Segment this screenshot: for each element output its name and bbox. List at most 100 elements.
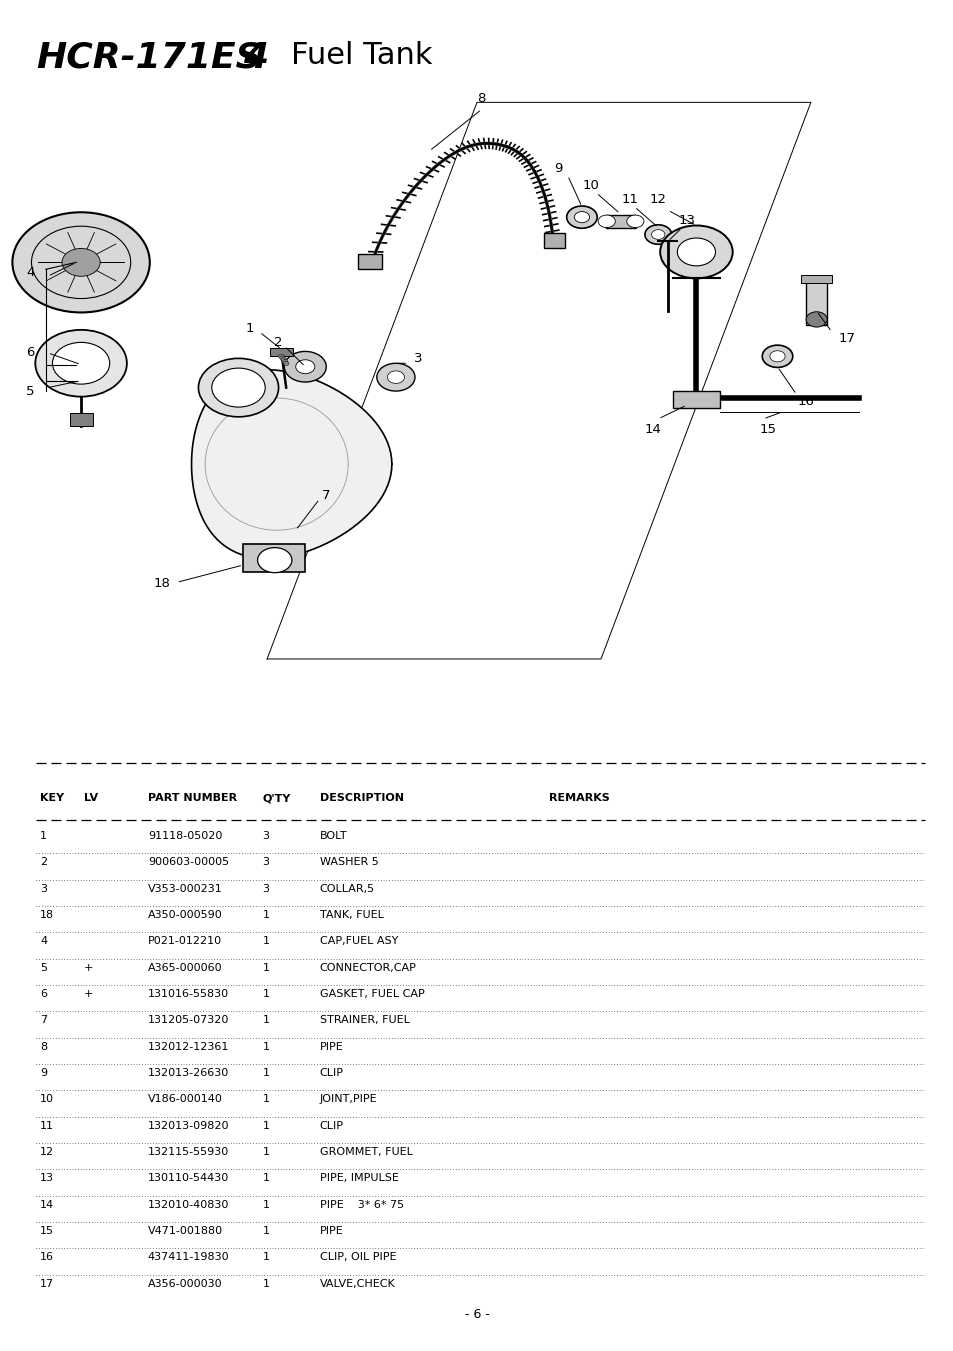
Text: 6: 6 bbox=[40, 989, 47, 998]
Text: WASHER 5: WASHER 5 bbox=[319, 858, 378, 867]
Bar bbox=[672, 390, 720, 408]
Circle shape bbox=[284, 351, 326, 382]
Text: 130110-54430: 130110-54430 bbox=[148, 1173, 229, 1183]
Text: 10: 10 bbox=[582, 180, 599, 192]
Text: 3: 3 bbox=[262, 884, 269, 893]
Circle shape bbox=[278, 354, 284, 358]
Circle shape bbox=[376, 363, 415, 390]
Bar bbox=[605, 215, 636, 227]
Text: 16: 16 bbox=[40, 1252, 54, 1262]
Bar bbox=[243, 544, 305, 571]
Text: 14: 14 bbox=[40, 1200, 54, 1209]
Text: JOINT,PIPE: JOINT,PIPE bbox=[319, 1094, 376, 1104]
Text: Fuel Tank: Fuel Tank bbox=[291, 41, 432, 69]
Text: 1: 1 bbox=[246, 322, 253, 335]
Circle shape bbox=[52, 342, 110, 384]
Text: 6: 6 bbox=[27, 346, 34, 359]
Bar bbox=[70, 413, 92, 426]
Text: 9: 9 bbox=[554, 162, 561, 174]
Text: 1: 1 bbox=[262, 1067, 269, 1078]
Circle shape bbox=[566, 205, 597, 228]
Text: BOLT: BOLT bbox=[319, 831, 347, 840]
Text: 15: 15 bbox=[759, 423, 776, 436]
Text: 4: 4 bbox=[27, 266, 34, 280]
Text: 3: 3 bbox=[40, 884, 47, 893]
Text: KEY: KEY bbox=[40, 793, 64, 802]
Text: 91118-05020: 91118-05020 bbox=[148, 831, 222, 840]
Text: 132115-55930: 132115-55930 bbox=[148, 1147, 229, 1156]
Text: 10: 10 bbox=[40, 1094, 54, 1104]
Text: A356-000030: A356-000030 bbox=[148, 1278, 222, 1289]
Text: 5: 5 bbox=[27, 385, 34, 397]
Bar bbox=[270, 349, 293, 357]
Bar bbox=[543, 234, 564, 249]
Text: 131016-55830: 131016-55830 bbox=[148, 989, 229, 998]
Circle shape bbox=[62, 249, 100, 277]
Text: 17: 17 bbox=[838, 332, 855, 346]
Text: V186-000140: V186-000140 bbox=[148, 1094, 222, 1104]
Text: 3: 3 bbox=[262, 831, 269, 840]
Text: TANK, FUEL: TANK, FUEL bbox=[319, 911, 383, 920]
Text: 18: 18 bbox=[153, 577, 171, 590]
Text: 12: 12 bbox=[649, 193, 666, 207]
Text: 2: 2 bbox=[40, 858, 47, 867]
Circle shape bbox=[35, 330, 127, 397]
Text: 1: 1 bbox=[262, 1278, 269, 1289]
Circle shape bbox=[598, 215, 615, 227]
Circle shape bbox=[677, 238, 715, 266]
Text: GROMMET, FUEL: GROMMET, FUEL bbox=[319, 1147, 412, 1156]
Text: CONNECTOR,CAP: CONNECTOR,CAP bbox=[319, 962, 416, 973]
Text: 132013-09820: 132013-09820 bbox=[148, 1121, 229, 1131]
Text: 17: 17 bbox=[40, 1278, 54, 1289]
Circle shape bbox=[805, 312, 826, 327]
Text: DESCRIPTION: DESCRIPTION bbox=[319, 793, 403, 802]
Text: 8: 8 bbox=[40, 1042, 47, 1051]
Text: 132012-12361: 132012-12361 bbox=[148, 1042, 229, 1051]
Text: Q'TY: Q'TY bbox=[262, 793, 291, 802]
Text: CLIP: CLIP bbox=[319, 1121, 343, 1131]
Text: 11: 11 bbox=[620, 193, 638, 207]
Text: 2: 2 bbox=[274, 336, 282, 349]
Text: 1: 1 bbox=[262, 1227, 269, 1236]
Circle shape bbox=[198, 358, 278, 417]
Circle shape bbox=[295, 359, 314, 374]
Text: 1: 1 bbox=[262, 1173, 269, 1183]
Text: PIPE: PIPE bbox=[319, 1042, 343, 1051]
Text: 13: 13 bbox=[40, 1173, 54, 1183]
Text: 1: 1 bbox=[262, 1200, 269, 1209]
Text: A350-000590: A350-000590 bbox=[148, 911, 222, 920]
Circle shape bbox=[387, 372, 404, 384]
Text: 4: 4 bbox=[40, 936, 47, 946]
Text: 1: 1 bbox=[262, 1042, 269, 1051]
Text: +: + bbox=[84, 989, 93, 998]
Circle shape bbox=[280, 358, 287, 362]
Circle shape bbox=[282, 359, 288, 363]
Circle shape bbox=[574, 212, 589, 223]
Text: 12: 12 bbox=[40, 1147, 54, 1156]
Bar bbox=[805, 280, 826, 326]
Circle shape bbox=[761, 345, 792, 367]
Circle shape bbox=[651, 230, 664, 239]
Text: 5: 5 bbox=[40, 962, 47, 973]
Text: 9: 9 bbox=[40, 1067, 47, 1078]
Text: 15: 15 bbox=[40, 1227, 54, 1236]
Text: 7: 7 bbox=[40, 1016, 47, 1025]
Text: V353-000231: V353-000231 bbox=[148, 884, 222, 893]
Text: PIPE, IMPULSE: PIPE, IMPULSE bbox=[319, 1173, 398, 1183]
Text: 18: 18 bbox=[40, 911, 54, 920]
Bar bbox=[801, 274, 831, 284]
Text: 3: 3 bbox=[262, 858, 269, 867]
Text: 1: 1 bbox=[262, 1147, 269, 1156]
Text: PIPE    3* 6* 75: PIPE 3* 6* 75 bbox=[319, 1200, 403, 1209]
Text: 131205-07320: 131205-07320 bbox=[148, 1016, 229, 1025]
Text: 1: 1 bbox=[262, 1016, 269, 1025]
Text: 900603-00005: 900603-00005 bbox=[148, 858, 229, 867]
Circle shape bbox=[283, 362, 289, 366]
Text: 16: 16 bbox=[797, 394, 814, 408]
Circle shape bbox=[279, 357, 285, 361]
Polygon shape bbox=[192, 370, 392, 558]
Text: CLIP: CLIP bbox=[319, 1067, 343, 1078]
Text: 14: 14 bbox=[644, 423, 661, 436]
Text: 1: 1 bbox=[262, 989, 269, 998]
Text: V471-001880: V471-001880 bbox=[148, 1227, 223, 1236]
